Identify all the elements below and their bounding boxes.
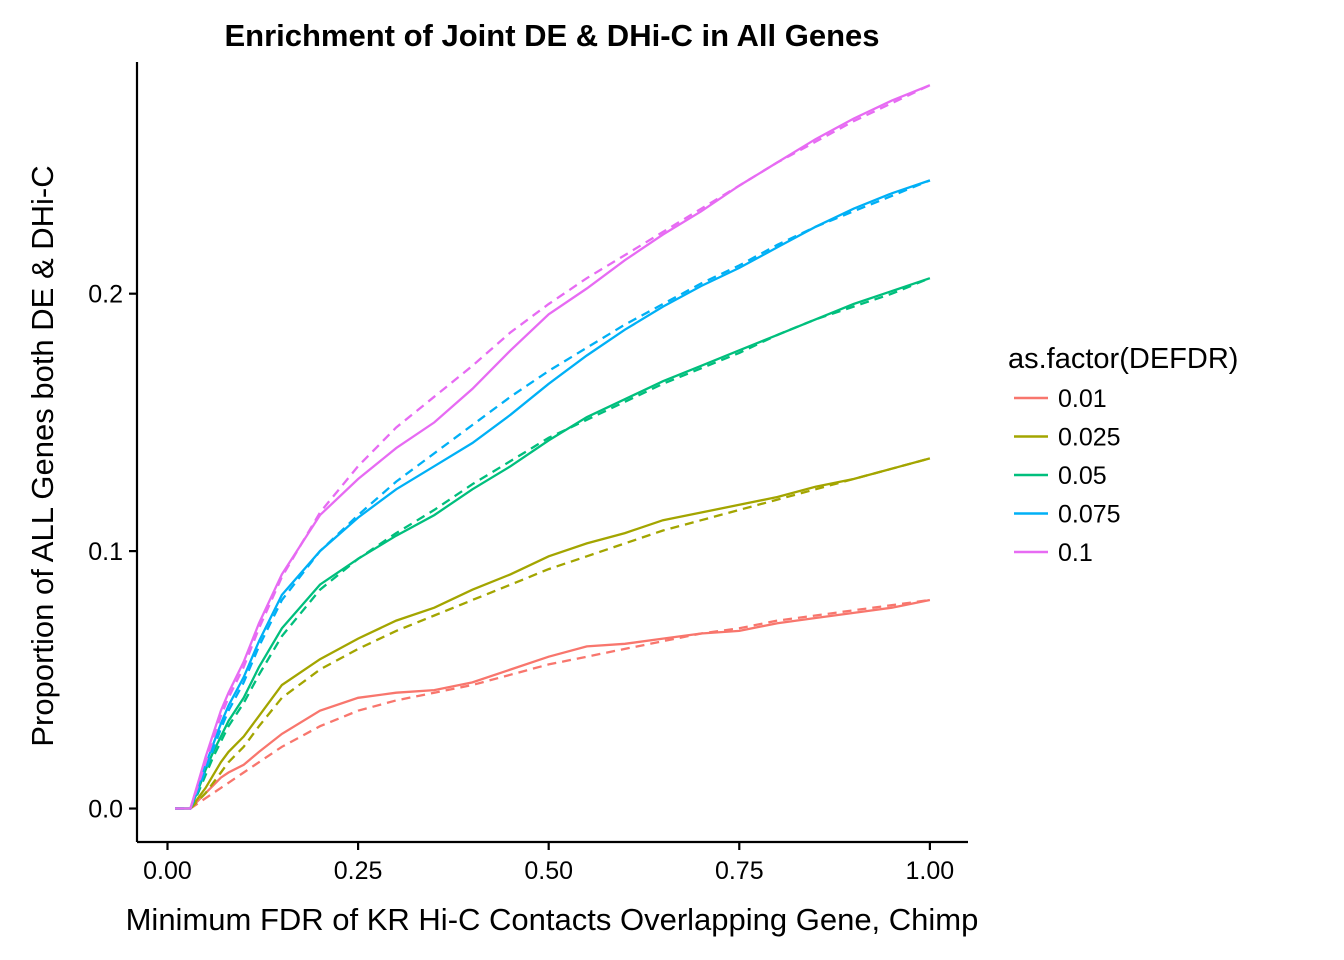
series-line-solid (175, 84, 931, 810)
series-line-dashed (175, 84, 931, 810)
y-axis-title: Proportion of ALL Genes both DE & DHi-C (25, 165, 60, 746)
y-tick-label: 0.0 (88, 796, 123, 824)
x-axis-ticks: 0.00 0.25 0.50 0.75 1.00 (143, 842, 954, 885)
series-line-dashed (175, 598, 931, 810)
x-tick-label: 0.00 (143, 857, 192, 885)
legend-label: 0.05 (1058, 462, 1107, 490)
y-tick-label: 0.2 (88, 281, 123, 309)
series-line-dashed (175, 457, 931, 810)
series-line-solid (175, 457, 931, 810)
legend-items: 0.01 0.025 0.05 0.075 0.1 (1014, 385, 1121, 567)
legend-title: as.factor(DEFDR) (1008, 343, 1238, 375)
chart-title: Enrichment of Joint DE & DHi-C in All Ge… (224, 18, 879, 53)
x-axis-title: Minimum FDR of KR Hi-C Contacts Overlapp… (126, 902, 979, 937)
legend-label: 0.01 (1058, 385, 1107, 413)
y-axis-ticks: 0.0 0.1 0.2 (88, 281, 137, 824)
x-tick-label: 0.25 (334, 857, 383, 885)
x-tick-label: 0.75 (715, 857, 764, 885)
x-tick-label: 1.00 (906, 857, 955, 885)
legend-label: 0.025 (1058, 424, 1121, 452)
legend-label: 0.1 (1058, 539, 1093, 567)
x-tick-label: 0.50 (524, 857, 573, 885)
legend: as.factor(DEFDR) 0.01 0.025 0.05 0.075 0.1 (1008, 343, 1238, 567)
series-line-dashed (175, 179, 931, 810)
legend-label: 0.075 (1058, 501, 1121, 529)
series-line-solid (175, 598, 931, 810)
series-line-dashed (175, 277, 931, 810)
series-line-solid (175, 179, 931, 810)
y-tick-label: 0.1 (88, 538, 123, 566)
plot-lines (175, 84, 931, 810)
